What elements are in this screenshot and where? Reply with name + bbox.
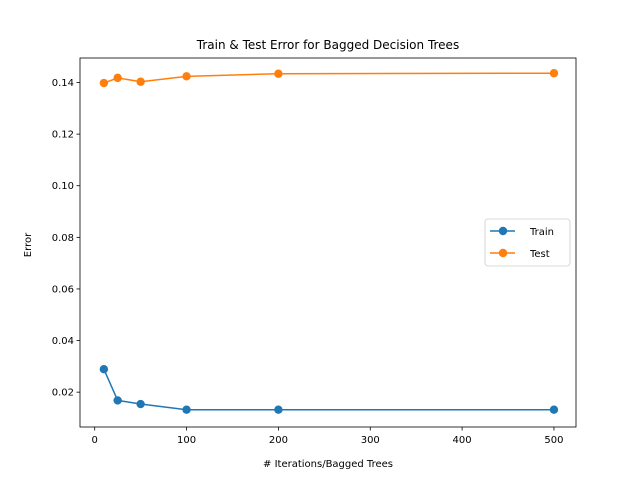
data-point-test [549,69,559,78]
data-point-train [113,396,122,405]
x-tick-label: 100 [177,435,196,446]
series-line-train [103,368,554,411]
data-point-test [136,77,145,86]
y-tick-label: 0.08 [52,233,74,244]
legend-box [484,218,571,267]
legend-marker-train [498,226,508,236]
x-axis-label: # Iterations/Bagged Trees [263,459,393,470]
x-tick-label: 300 [361,435,380,446]
data-point-train [274,405,283,414]
chart-title: Train & Test Error for Bagged Decision T… [196,38,459,52]
y-tick-label: 0.10 [52,181,74,192]
data-point-train [182,405,191,414]
axes-frame [79,57,577,428]
y-tick-label: 0.14 [52,78,74,89]
y-tick-label: 0.06 [52,284,74,295]
x-tick-label: 0 [92,435,98,446]
legend-label-test: Test [529,249,550,260]
data-point-test [99,78,109,88]
x-tick-label: 500 [544,435,563,446]
legend-label-train: Train [529,227,554,238]
data-point-train [136,399,145,409]
data-point-train [99,364,109,374]
data-point-test [182,72,191,81]
legend: Train Test [484,218,571,267]
plot-area: 0 100 200 300 400 500 0.02 0.04 0.06 0.08 0.10 0.12… [52,57,577,446]
x-tick-label: 200 [269,435,288,446]
data-point-test [274,69,283,78]
y-tick-label: 0.12 [52,130,74,141]
y-tick-label: 0.04 [52,336,74,347]
y-tick-label: 0.02 [52,388,74,399]
data-point-train [549,405,559,414]
legend-marker-test [498,248,508,258]
y-axis-label: Error [23,232,34,257]
data-point-test [113,73,122,83]
x-tick-label: 400 [453,435,472,446]
